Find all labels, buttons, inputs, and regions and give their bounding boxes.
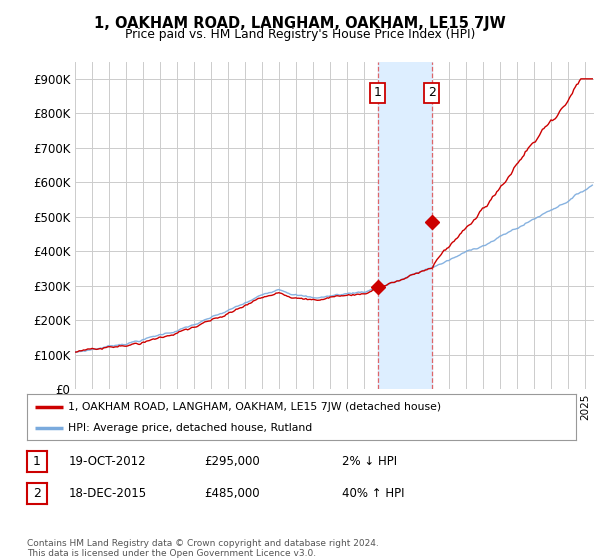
Text: 2% ↓ HPI: 2% ↓ HPI [342, 455, 397, 468]
Text: 2: 2 [33, 487, 41, 500]
Text: Price paid vs. HM Land Registry's House Price Index (HPI): Price paid vs. HM Land Registry's House … [125, 28, 475, 41]
Text: 1: 1 [374, 86, 382, 99]
Text: 1: 1 [33, 455, 41, 468]
Bar [378, 62, 431, 389]
Text: £485,000: £485,000 [204, 487, 260, 500]
Text: 1, OAKHAM ROAD, LANGHAM, OAKHAM, LE15 7JW: 1, OAKHAM ROAD, LANGHAM, OAKHAM, LE15 7J… [94, 16, 506, 31]
Text: 19-OCT-2012: 19-OCT-2012 [69, 455, 146, 468]
Text: 1, OAKHAM ROAD, LANGHAM, OAKHAM, LE15 7JW (detached house): 1, OAKHAM ROAD, LANGHAM, OAKHAM, LE15 7J… [68, 402, 442, 412]
Text: 40% ↑ HPI: 40% ↑ HPI [342, 487, 404, 500]
Text: Contains HM Land Registry data © Crown copyright and database right 2024.
This d: Contains HM Land Registry data © Crown c… [27, 539, 379, 558]
Text: 2: 2 [428, 86, 436, 99]
Text: 18-DEC-2015: 18-DEC-2015 [69, 487, 147, 500]
Text: £295,000: £295,000 [204, 455, 260, 468]
Text: HPI: Average price, detached house, Rutland: HPI: Average price, detached house, Rutl… [68, 423, 313, 433]
